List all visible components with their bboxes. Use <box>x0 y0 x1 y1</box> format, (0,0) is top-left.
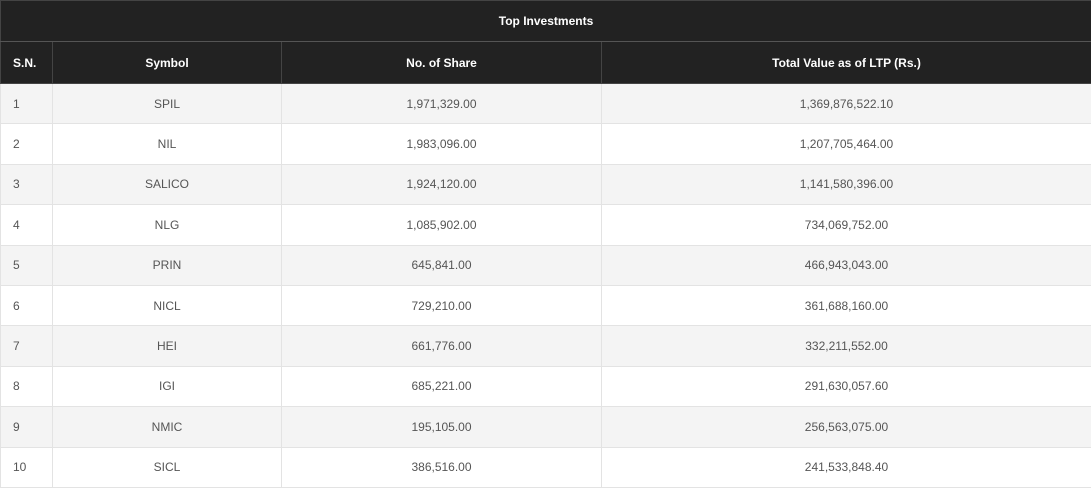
cell-symbol: PRIN <box>53 245 282 285</box>
cell-symbol: SALICO <box>53 164 282 204</box>
cell-shares: 661,776.00 <box>282 326 602 366</box>
cell-shares: 1,971,329.00 <box>282 84 602 124</box>
cell-shares: 195,105.00 <box>282 407 602 447</box>
cell-sn: 8 <box>1 366 53 406</box>
cell-sn: 10 <box>1 447 53 487</box>
table-title-row: Top Investments <box>1 1 1091 42</box>
cell-total-value: 1,369,876,522.10 <box>602 84 1091 124</box>
cell-total-value: 332,211,552.00 <box>602 326 1091 366</box>
cell-total-value: 241,533,848.40 <box>602 447 1091 487</box>
cell-symbol: HEI <box>53 326 282 366</box>
cell-symbol: NLG <box>53 205 282 245</box>
table-header-row: S.N. Symbol No. of Share Total Value as … <box>1 42 1091 84</box>
cell-shares: 685,221.00 <box>282 366 602 406</box>
cell-symbol: SICL <box>53 447 282 487</box>
column-header-total-value: Total Value as of LTP (Rs.) <box>602 42 1091 84</box>
cell-total-value: 291,630,057.60 <box>602 366 1091 406</box>
cell-symbol: NICL <box>53 285 282 325</box>
cell-symbol: NIL <box>53 124 282 164</box>
cell-sn: 5 <box>1 245 53 285</box>
cell-total-value: 361,688,160.00 <box>602 285 1091 325</box>
cell-total-value: 1,141,580,396.00 <box>602 164 1091 204</box>
cell-symbol: SPIL <box>53 84 282 124</box>
cell-shares: 729,210.00 <box>282 285 602 325</box>
cell-total-value: 1,207,705,464.00 <box>602 124 1091 164</box>
cell-sn: 9 <box>1 407 53 447</box>
cell-sn: 7 <box>1 326 53 366</box>
cell-total-value: 734,069,752.00 <box>602 205 1091 245</box>
cell-symbol: NMIC <box>53 407 282 447</box>
cell-sn: 4 <box>1 205 53 245</box>
cell-sn: 6 <box>1 285 53 325</box>
cell-total-value: 256,563,075.00 <box>602 407 1091 447</box>
cell-shares: 645,841.00 <box>282 245 602 285</box>
cell-total-value: 466,943,043.00 <box>602 245 1091 285</box>
cell-shares: 1,924,120.00 <box>282 164 602 204</box>
cell-shares: 1,983,096.00 <box>282 124 602 164</box>
cell-sn: 3 <box>1 164 53 204</box>
column-header-symbol: Symbol <box>53 42 282 84</box>
column-header-shares: No. of Share <box>282 42 602 84</box>
cell-sn: 2 <box>1 124 53 164</box>
table-title: Top Investments <box>1 1 1091 42</box>
column-header-sn: S.N. <box>1 42 53 84</box>
cell-symbol: IGI <box>53 366 282 406</box>
cell-sn: 1 <box>1 84 53 124</box>
cell-shares: 386,516.00 <box>282 447 602 487</box>
cell-shares: 1,085,902.00 <box>282 205 602 245</box>
